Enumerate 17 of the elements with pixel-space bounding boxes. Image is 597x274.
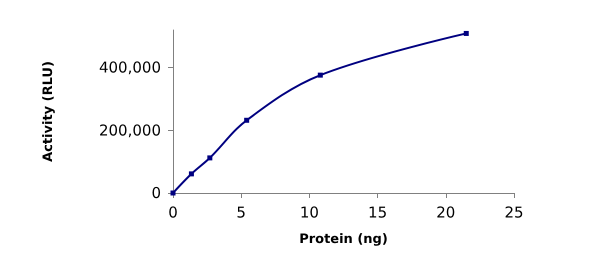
x-tick-label: 10 [300, 204, 319, 222]
x-tick-label: 25 [504, 204, 524, 222]
y-tick-label: 400,000 [98, 58, 161, 77]
point [244, 118, 250, 123]
point [207, 155, 212, 160]
y-tick-label: 0 [151, 184, 161, 202]
point [464, 30, 469, 36]
y-tick-label: 200,000 [98, 121, 161, 140]
point [318, 72, 323, 78]
x-axis-title: Protein (ng) [299, 232, 388, 247]
x-tick-label: 15 [368, 204, 388, 222]
point [188, 171, 194, 176]
x-tick-label: 0 [168, 204, 178, 222]
x-tick-label: 20 [436, 204, 456, 222]
point [170, 190, 176, 196]
y-axis-title: Activity (RLU) [41, 61, 56, 162]
x-tick-label: 5 [236, 204, 246, 222]
